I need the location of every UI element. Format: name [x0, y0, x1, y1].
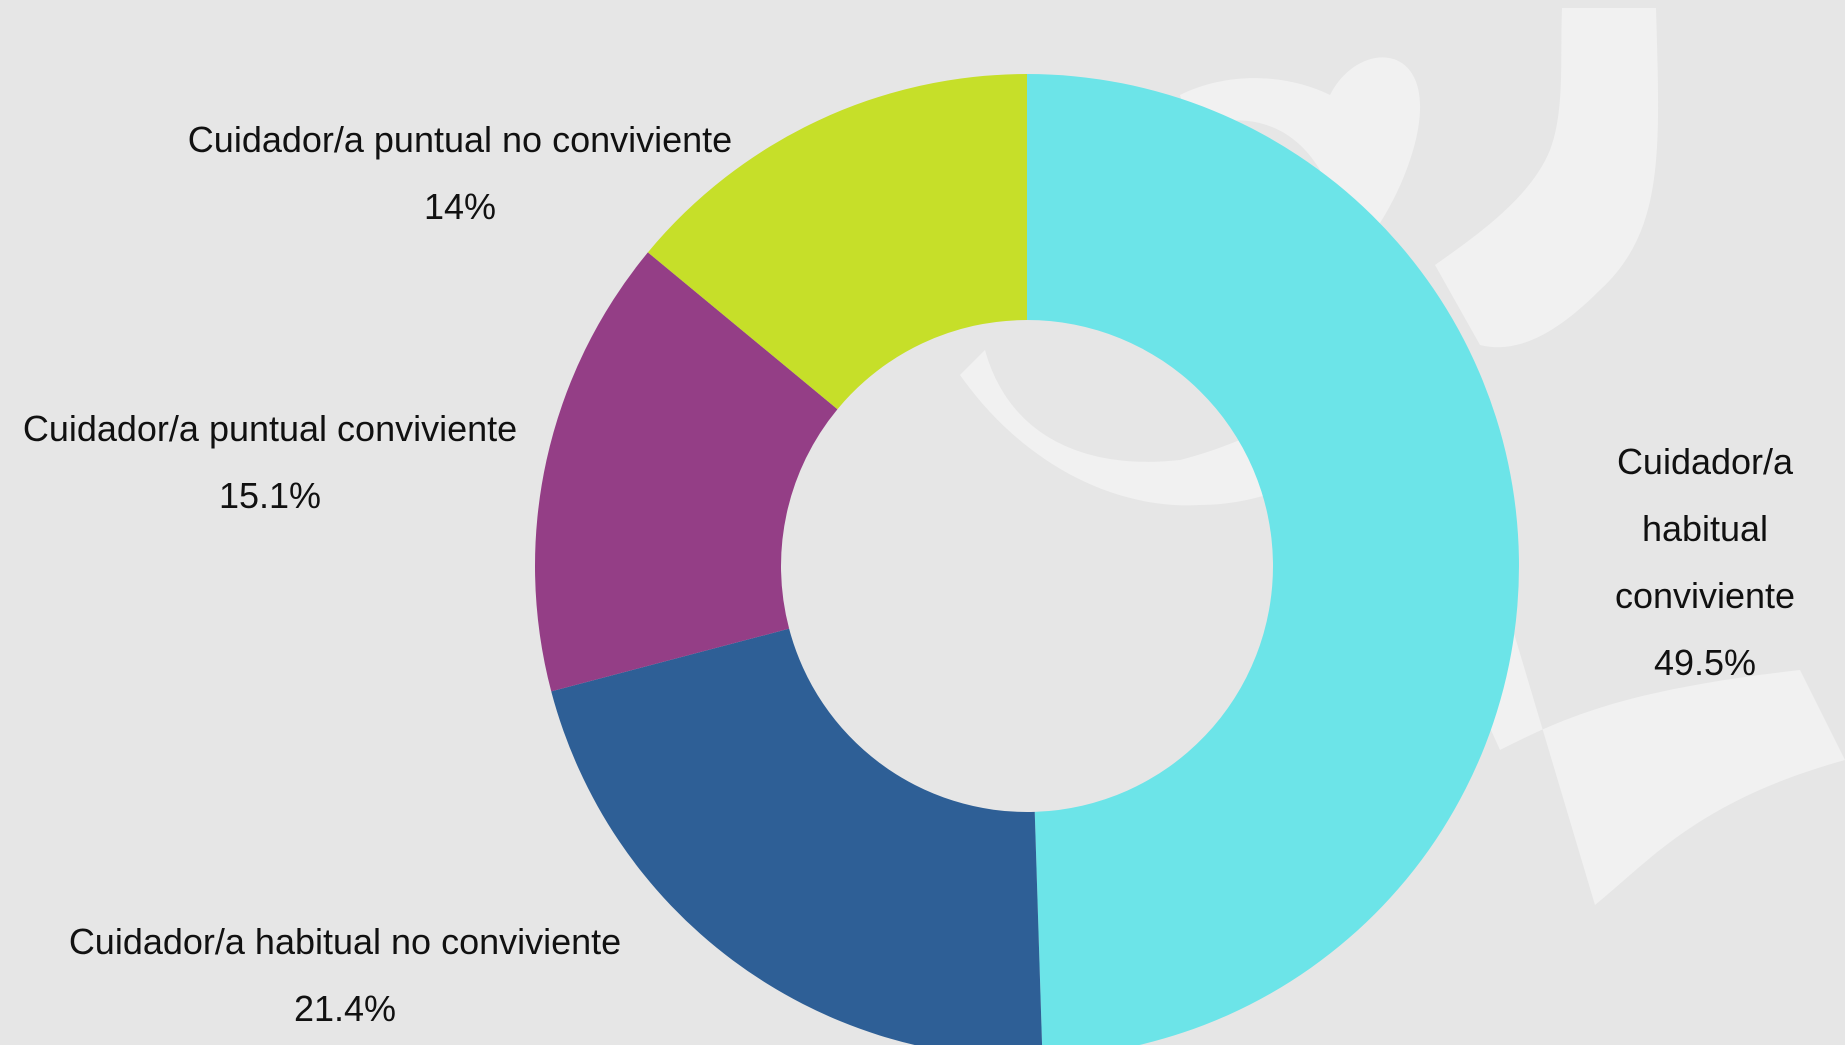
- slice-label-line: habitual: [1641, 508, 1769, 549]
- slice-label-line: Cuidador/a puntual no conviviente: [187, 119, 733, 160]
- slice-label-line: Cuidador/a: [1616, 441, 1794, 482]
- slice-value-label: 49.5%: [1653, 642, 1757, 683]
- slice-label-habitual-no-conviviente: Cuidador/a habitual no conviviente 21.4%: [20, 908, 670, 1042]
- slice-value-label: 14%: [423, 186, 497, 227]
- slice-value-label: 21.4%: [293, 988, 397, 1029]
- background-watermark-logo: [960, 8, 1845, 905]
- slice-label-line: conviviente: [1614, 575, 1796, 616]
- donut-slice-2: [534, 252, 838, 692]
- slice-value-label: 15.1%: [218, 475, 322, 516]
- slice-label-puntual-no-conviviente: Cuidador/a puntual no conviviente 14%: [160, 106, 760, 240]
- slice-label-line: Cuidador/a puntual conviviente: [22, 408, 518, 449]
- donut-slice-3: [647, 74, 1027, 410]
- donut-slices: [534, 74, 1520, 1045]
- donut-slice-0: [1027, 74, 1520, 1045]
- slice-label-habitual-conviviente: Cuidador/a habitual conviviente 49.5%: [1560, 428, 1845, 696]
- donut-slice-1: [551, 628, 1043, 1045]
- slice-label-puntual-conviviente: Cuidador/a puntual conviviente 15.1%: [0, 395, 540, 529]
- slice-label-line: Cuidador/a habitual no conviviente: [68, 921, 622, 962]
